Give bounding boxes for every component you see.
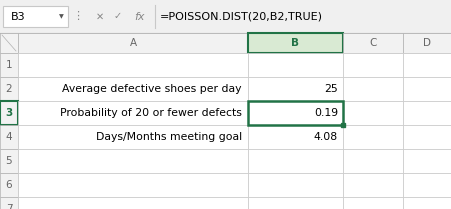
Bar [248, 33, 342, 53]
Bar [0, 33, 451, 209]
Bar [18, 173, 248, 197]
Bar [248, 125, 342, 149]
Text: 1: 1 [6, 60, 12, 70]
Bar [18, 101, 248, 125]
Bar [402, 33, 451, 53]
Bar [0, 125, 18, 149]
Bar [402, 125, 451, 149]
Text: ✕: ✕ [96, 11, 104, 22]
Bar [402, 53, 451, 77]
Text: ✓: ✓ [114, 11, 122, 22]
Text: 2: 2 [6, 84, 12, 94]
Bar [342, 149, 402, 173]
Bar [18, 33, 248, 53]
Bar [0, 197, 18, 209]
Bar [18, 53, 248, 77]
Bar [18, 149, 248, 173]
Bar [248, 53, 342, 77]
Bar [342, 33, 402, 53]
Bar [0, 173, 18, 197]
Bar [18, 125, 248, 149]
Bar [342, 77, 402, 101]
Text: 4: 4 [6, 132, 12, 142]
Bar [0, 101, 18, 125]
Bar [0, 77, 18, 101]
Text: 5: 5 [6, 156, 12, 166]
Bar [0, 53, 18, 77]
Text: 3: 3 [5, 108, 13, 118]
Bar [3, 6, 68, 27]
Bar [342, 197, 402, 209]
Text: =POISSON.DIST(20,B2,TRUE): =POISSON.DIST(20,B2,TRUE) [160, 11, 322, 22]
Bar [248, 149, 342, 173]
Bar [402, 173, 451, 197]
Text: 0.19: 0.19 [313, 108, 337, 118]
Bar [248, 197, 342, 209]
Text: A: A [129, 38, 136, 48]
Bar [342, 53, 402, 77]
Text: 7: 7 [6, 204, 12, 209]
Bar [248, 77, 342, 101]
Text: ⋮: ⋮ [72, 11, 83, 22]
Bar [342, 101, 402, 125]
Bar [402, 149, 451, 173]
Text: 4.08: 4.08 [313, 132, 337, 142]
Bar [248, 173, 342, 197]
Text: Days/Months meeting goal: Days/Months meeting goal [96, 132, 241, 142]
Text: D: D [423, 38, 431, 48]
Text: Average defective shoes per day: Average defective shoes per day [62, 84, 241, 94]
Bar [342, 125, 402, 149]
Bar [0, 0, 451, 33]
Bar [18, 197, 248, 209]
Bar [402, 77, 451, 101]
Bar [0, 33, 18, 53]
Text: B: B [291, 38, 299, 48]
Text: 25: 25 [323, 84, 337, 94]
Text: B3: B3 [11, 11, 26, 22]
Text: 6: 6 [6, 180, 12, 190]
Bar [342, 173, 402, 197]
Bar [18, 77, 248, 101]
Bar [402, 197, 451, 209]
Text: ▼: ▼ [59, 14, 63, 19]
Text: C: C [368, 38, 376, 48]
Bar [0, 149, 18, 173]
Text: Probability of 20 or fewer defects: Probability of 20 or fewer defects [60, 108, 241, 118]
Bar [402, 101, 451, 125]
Text: fx: fx [134, 11, 145, 22]
Bar [248, 101, 342, 125]
